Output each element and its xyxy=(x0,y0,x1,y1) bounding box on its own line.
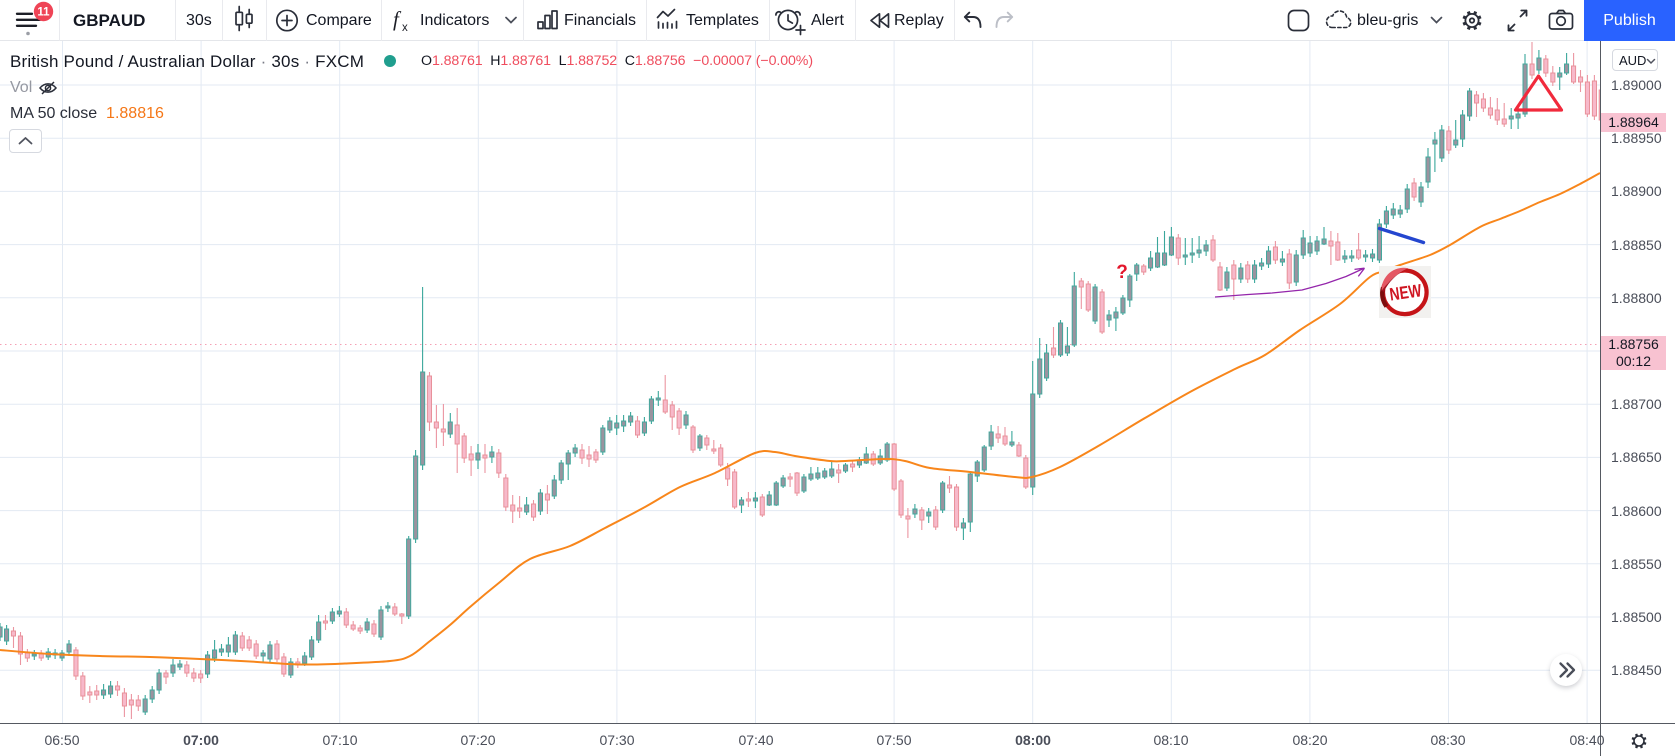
svg-text:?: ? xyxy=(1116,262,1128,283)
svg-text:f: f xyxy=(393,7,402,31)
svg-text:x: x xyxy=(402,22,408,34)
svg-text:11: 11 xyxy=(37,7,50,19)
svg-text:NEW: NEW xyxy=(1388,280,1422,304)
